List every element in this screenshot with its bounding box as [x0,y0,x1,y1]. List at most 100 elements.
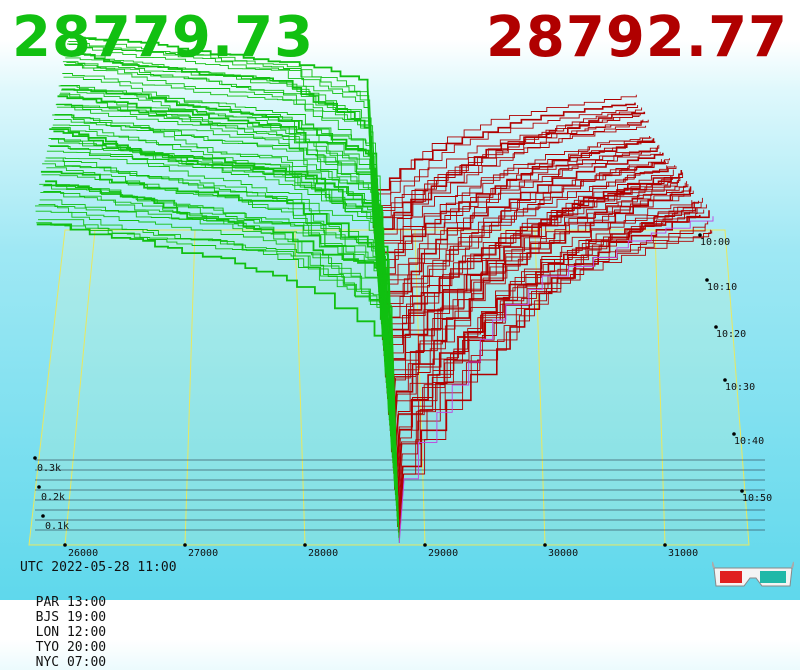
bid-depth-line [54,119,386,373]
ask-depth-line [382,152,664,341]
ask-depth-line [373,94,637,234]
bid-depth-line [70,36,375,229]
ask-depth-line [397,210,710,528]
ask-depth-line [377,136,650,287]
ask-depth-line [374,113,641,250]
bid-depth-line [39,199,397,501]
depth-tick-label: 0.2k [41,492,65,503]
ask-depth-line [378,137,652,293]
ask-depth-line [382,160,665,346]
time-tick-label: 10:20 [716,329,746,340]
bid-depth-line [40,192,396,495]
bid-depth-line [59,94,382,325]
bid-depth-line [65,57,378,271]
bid-depth-line [63,76,379,287]
time-tick-mark [705,278,709,282]
ask-depth-line [384,160,669,362]
grid-line-price [184,229,196,546]
ask-depth-line [376,125,647,271]
price-tick-label: 26000 [68,548,98,559]
price-tick-label: 30000 [548,548,578,559]
utc-time: UTC 2022-05-28 11:00 [20,560,177,575]
ask-depth-line [390,184,689,442]
bid-depth-line [59,92,382,319]
grid-line-price [64,229,96,546]
bid-depth-line [43,191,394,469]
bid-depth-line [56,103,385,351]
bid-depth-line [68,40,376,245]
timezone-lon: LON 12:00 [35,625,107,640]
time-tick-label: 10:00 [700,237,730,248]
depth-tick-label: 0.3k [37,463,61,474]
bid-depth-line [37,222,399,522]
depth-tick-label: 0.1k [45,521,69,532]
3d-glasses-icon[interactable] [712,560,794,592]
price-tick-mark [423,543,427,547]
depth-tick-mark [33,456,37,460]
bid-depth-line [68,44,375,239]
bid-depth-line [67,43,377,255]
time-tick-mark [714,325,718,329]
time-tick-label: 10:30 [725,382,755,393]
time-tick-label: 10:40 [734,436,764,447]
timezone-tyo: TYO 20:00 [35,640,107,655]
ask-depth-line [398,230,713,538]
ask-depth-line [378,138,655,303]
time-tick-mark [732,432,736,436]
bid-depth-line [69,34,375,234]
time-tick-mark [740,489,744,493]
bid-depth-line [38,219,398,517]
timezone-row: PAR 13:00 BJS 19:00 LON 12:00 TYO 20:00 … [20,580,130,670]
time-tick-mark [723,378,727,382]
bid-depth-line [51,127,388,394]
grid-line-price [654,229,666,546]
ask-depth-line [374,105,639,239]
ask-depth-line [381,151,661,330]
ask-depth-line [387,178,680,405]
price-tick-mark [63,543,67,547]
timezone-nyc: NYC 07:00 [35,655,107,670]
time-tick-label: 10:10 [707,282,737,293]
price-tick-mark [663,543,667,547]
ask-depth-line [377,121,648,277]
time-tick-label: 10:50 [742,493,772,504]
bid-depth-line [35,210,400,538]
bid-depth-line [49,146,389,410]
chart-labels: 26000 27000 28000 29000 30000 31000 0.1k 0.2k 0.… [33,233,772,559]
ask-depth-line [398,216,714,544]
price-tick-label: 29000 [428,548,458,559]
bid-depth-line [48,137,390,421]
depth-tick-mark [37,485,41,489]
ask-depth-line [380,145,658,319]
price-tick-mark [183,543,187,547]
bid-depth-line [58,85,383,330]
ask-depth-line [372,102,636,229]
price-tick-mark [303,543,307,547]
ask-depth-line [391,188,690,447]
ask-depth-line [395,197,703,501]
depth-tick-mark [41,514,45,518]
ask-depth-line [379,141,656,309]
price-tick-label: 31000 [668,548,698,559]
ask-depth-line [392,190,694,463]
bid-depth-line [36,222,399,533]
bid-depth-line [64,64,379,282]
bid-depth-line [61,88,381,303]
bid-depth-line [58,104,383,335]
bid-depth-line [62,73,380,298]
bid-depth-line [57,95,384,341]
ask-depth-line [396,225,706,512]
bid-depth-line [36,223,399,528]
grid-line-price [414,229,426,546]
bid-depth-line [52,124,387,383]
bid-depth-line [46,150,392,437]
bid-depth-line [60,85,382,314]
timezone-par: PAR 13:00 [35,595,107,610]
ask-depth-line [397,229,711,533]
ask-depth-line [384,158,670,367]
bid-depth-line [35,205,400,544]
depth-chart: 26000 27000 28000 29000 30000 31000 0.1k 0.2k 0.… [28,34,772,559]
bid-depth-line [49,128,390,415]
bid-depth-line [52,114,388,389]
ask-price: 28792.77 [485,5,788,70]
